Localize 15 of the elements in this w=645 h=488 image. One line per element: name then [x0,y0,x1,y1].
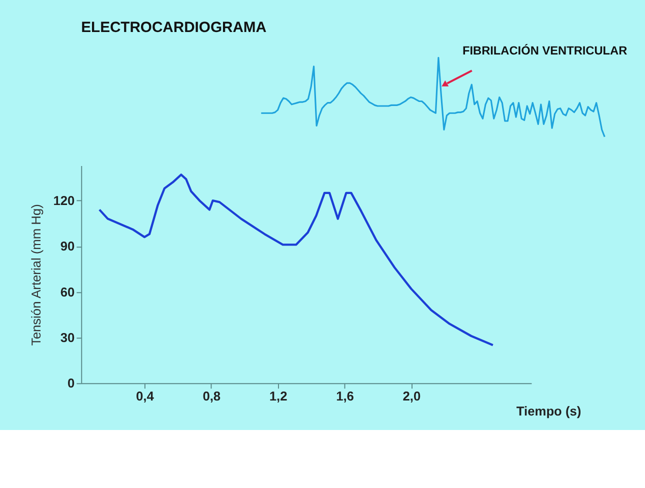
x-axis-title: Tiempo (s) [516,403,582,418]
x-tick-label: 0,4 [136,388,155,404]
y-tick-label: 60 [60,284,75,300]
y-axis-title: Tensión Arterial (mm Hg) [28,204,44,346]
x-tick-label: 1,6 [336,388,354,404]
annotation: FIBRILACIÓN VENTRICULAR [462,44,628,58]
x-tick-label: 2,0 [402,388,421,404]
y-tick-label: 0 [68,376,75,391]
y-tick-label: 120 [53,192,75,208]
y-tick-label: 90 [60,238,75,254]
x-tick-label: 1,2 [269,388,288,404]
line-series [98,174,494,346]
x-tick-label: 0,8 [202,388,221,404]
chart-title: ELECTROCARDIOGRAMA [81,20,267,36]
y-tick-label: 30 [60,330,75,345]
